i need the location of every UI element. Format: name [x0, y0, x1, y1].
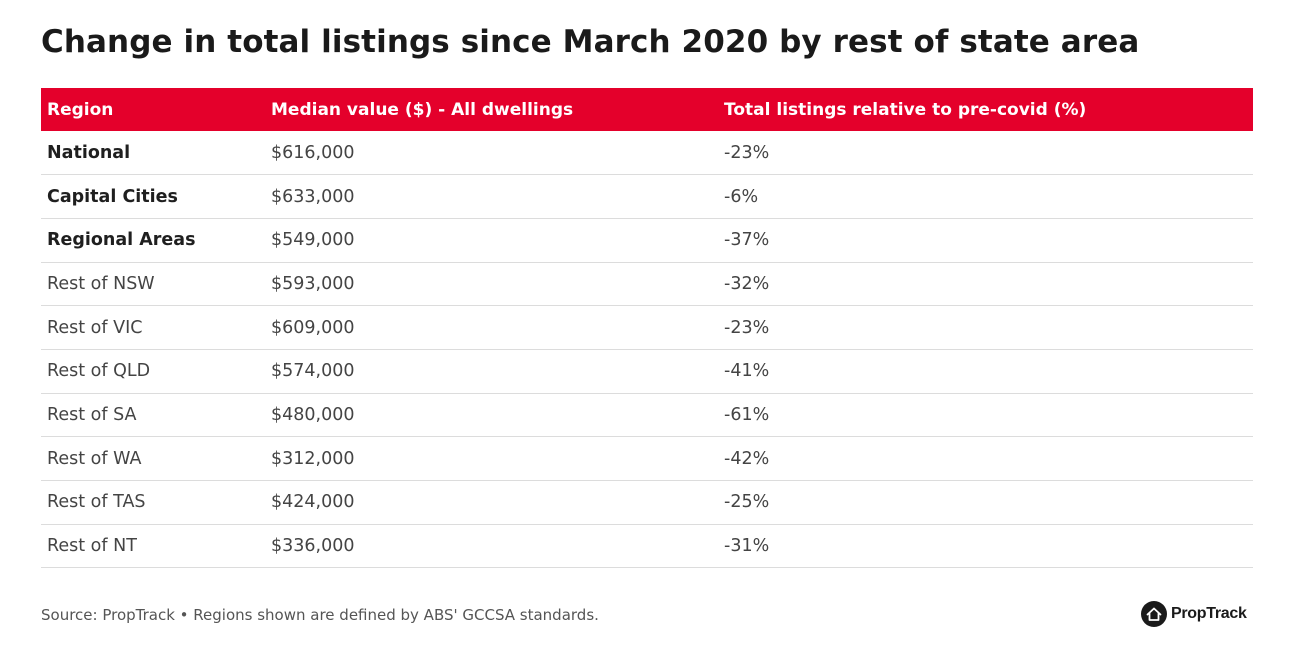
table-row: Rest of NSW $593,000 -32% — [41, 262, 1253, 306]
region-cell: Rest of NT — [47, 536, 137, 557]
region-cell: Rest of VIC — [47, 317, 143, 338]
region-cell: Rest of TAS — [47, 492, 146, 513]
region-cell: Rest of QLD — [47, 361, 151, 382]
column-header-median-value: Median value ($) - All dwellings — [271, 99, 574, 120]
source-note: Source: PropTrack • Regions shown are de… — [41, 606, 599, 624]
listings-change-cell: -23% — [724, 317, 770, 338]
median-value-cell: $424,000 — [271, 492, 355, 513]
median-value-cell: $574,000 — [271, 361, 355, 382]
house-logo-icon — [1141, 601, 1167, 627]
listings-change-cell: -25% — [724, 492, 770, 513]
median-value-cell: $616,000 — [271, 142, 355, 163]
table-row: Rest of VIC $609,000 -23% — [41, 306, 1253, 350]
listings-table: Region Median value ($) - All dwellings … — [41, 88, 1253, 568]
brand-name: PropTrack — [1171, 605, 1247, 622]
listings-change-cell: -23% — [724, 142, 770, 163]
table-row: Capital Cities $633,000 -6% — [41, 175, 1253, 219]
listings-change-cell: -61% — [724, 404, 770, 425]
region-cell: Regional Areas — [47, 230, 196, 251]
median-value-cell: $480,000 — [271, 404, 355, 425]
table-row: Regional Areas $549,000 -37% — [41, 218, 1253, 263]
listings-change-cell: -37% — [724, 230, 770, 251]
table-row: Rest of SA $480,000 -61% — [41, 393, 1253, 437]
region-cell: National — [47, 142, 131, 163]
table-row: Rest of TAS $424,000 -25% — [41, 481, 1253, 525]
table-row: National $616,000 -23% — [41, 131, 1253, 175]
median-value-cell: $609,000 — [271, 317, 355, 338]
table-body: National $616,000 -23% Capital Cities $633,0… — [41, 131, 1253, 568]
table-row: Rest of QLD $574,000 -41% — [41, 349, 1253, 394]
table-row: Rest of WA $312,000 -42% — [41, 437, 1253, 481]
median-value-cell: $633,000 — [271, 186, 355, 207]
region-cell: Rest of WA — [47, 448, 142, 469]
column-header-listings-change: Total listings relative to pre-covid (%) — [724, 99, 1087, 120]
listings-change-cell: -6% — [724, 186, 759, 207]
table-row: Rest of NT $336,000 -31% — [41, 524, 1253, 568]
region-cell: Rest of SA — [47, 404, 137, 425]
median-value-cell: $312,000 — [271, 448, 355, 469]
region-cell: Rest of NSW — [47, 273, 155, 294]
column-header-region: Region — [47, 99, 114, 120]
chart-title: Change in total listings since March 202… — [41, 24, 1140, 60]
listings-change-cell: -32% — [724, 273, 770, 294]
proptrack-logo: PropTrack — [1141, 601, 1247, 627]
listings-change-cell: -41% — [724, 361, 770, 382]
table-header-row: Region Median value ($) - All dwellings … — [41, 88, 1253, 131]
region-cell: Capital Cities — [47, 186, 178, 207]
median-value-cell: $549,000 — [271, 230, 355, 251]
listings-change-cell: -31% — [724, 536, 770, 557]
median-value-cell: $336,000 — [271, 536, 355, 557]
listings-change-cell: -42% — [724, 448, 770, 469]
median-value-cell: $593,000 — [271, 273, 355, 294]
